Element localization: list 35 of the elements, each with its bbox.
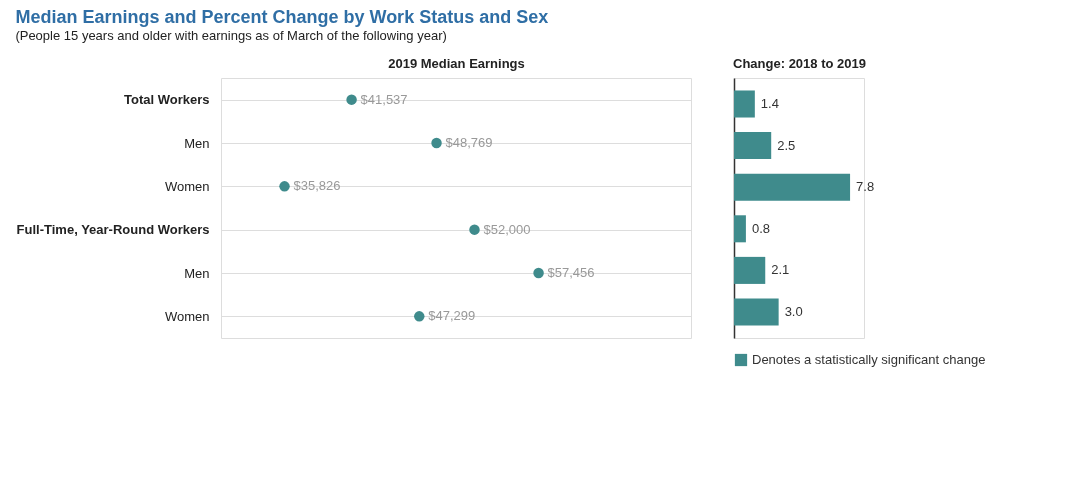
data-label: $57,456 [547, 265, 595, 280]
bar [734, 256, 766, 284]
bar [734, 173, 851, 201]
data-label: 2.5 [777, 137, 796, 153]
point [346, 94, 357, 105]
y-tick-label: Total Workers [124, 92, 210, 108]
y-tick-label: Full-Time, Year-Round Workers [16, 222, 210, 238]
bar [734, 90, 755, 118]
point [533, 267, 544, 279]
data-label: $47,299 [428, 308, 476, 324]
point [414, 311, 425, 322]
x-axis-title: Change: 2018 to 2019 [733, 55, 866, 71]
bar [734, 215, 746, 243]
data-label: 1.4 [760, 96, 779, 111]
bar [734, 298, 779, 326]
data-label: $35,826 [293, 178, 341, 194]
data-label: $52,000 [483, 221, 531, 237]
bar [734, 132, 772, 160]
y-tick-label: Men [184, 265, 210, 281]
point [431, 137, 442, 149]
x-axis-title: 2019 Median Earnings [388, 55, 525, 71]
data-label: 0.8 [751, 220, 770, 236]
point [279, 181, 290, 192]
data-label: 3.0 [784, 304, 803, 319]
data-label: 7.8 [856, 179, 875, 195]
y-tick-label: Women [164, 308, 210, 324]
legend-label: Denotes a statistically significant change [752, 352, 986, 367]
data-label: $48,769 [445, 135, 493, 150]
data-label: $41,537 [360, 91, 408, 107]
point [469, 224, 480, 235]
chart-title: Median Earnings and Percent Change by Work Status and Sex [15, 6, 549, 27]
y-tick-label: Men [184, 135, 210, 151]
chart-subtitle: (People 15 years and older with earnings as of March of the following year) [15, 27, 447, 43]
y-tick-label: Women [164, 178, 210, 194]
data-label: 2.1 [771, 262, 790, 278]
